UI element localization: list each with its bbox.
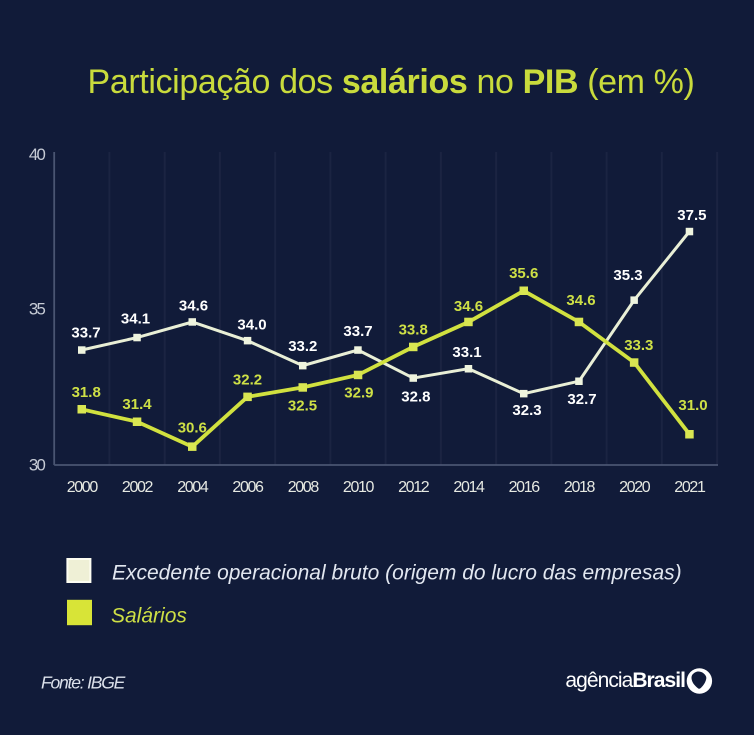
- svg-text:2012: 2012: [398, 479, 430, 496]
- svg-text:2006: 2006: [232, 479, 264, 496]
- svg-text:2010: 2010: [343, 479, 375, 496]
- svg-text:37.5: 37.5: [677, 207, 706, 224]
- svg-text:32.8: 32.8: [401, 388, 430, 405]
- svg-text:31.0: 31.0: [678, 397, 707, 414]
- svg-text:2014: 2014: [453, 479, 485, 496]
- svg-text:34.0: 34.0: [237, 316, 266, 333]
- svg-text:33.7: 33.7: [343, 323, 372, 340]
- svg-text:33.8: 33.8: [399, 321, 428, 338]
- svg-text:2004: 2004: [177, 479, 209, 496]
- svg-text:30.6: 30.6: [178, 420, 207, 437]
- svg-text:32.5: 32.5: [288, 398, 317, 415]
- svg-text:2020: 2020: [619, 479, 651, 496]
- svg-text:2008: 2008: [288, 479, 320, 496]
- svg-text:32.3: 32.3: [512, 402, 541, 419]
- svg-text:35: 35: [29, 299, 46, 318]
- svg-text:31.8: 31.8: [72, 384, 101, 401]
- svg-text:31.4: 31.4: [122, 396, 152, 413]
- svg-text:2018: 2018: [564, 479, 596, 496]
- svg-text:35.3: 35.3: [613, 267, 642, 284]
- svg-text:33.7: 33.7: [71, 325, 100, 342]
- svg-text:2016: 2016: [509, 479, 541, 496]
- svg-text:Excedente operacional bruto (o: Excedente operacional bruto (origem do l…: [112, 562, 682, 585]
- svg-text:35.6: 35.6: [509, 265, 538, 282]
- svg-text:Participação dos salários no P: Participação dos salários no PIB (em %): [88, 63, 695, 101]
- svg-text:34.1: 34.1: [121, 310, 150, 327]
- svg-text:Salários: Salários: [111, 605, 187, 628]
- svg-text:40: 40: [29, 145, 46, 164]
- svg-text:32.7: 32.7: [567, 391, 596, 408]
- svg-text:33.2: 33.2: [288, 338, 317, 355]
- svg-text:2000: 2000: [67, 479, 99, 496]
- svg-text:34.6: 34.6: [454, 298, 483, 315]
- svg-text:32.2: 32.2: [233, 371, 262, 388]
- svg-text:32.9: 32.9: [344, 384, 373, 401]
- svg-text:30: 30: [29, 456, 46, 475]
- svg-text:33.3: 33.3: [624, 337, 653, 354]
- svg-text:2021: 2021: [674, 479, 706, 496]
- svg-text:agênciaBrasil: agênciaBrasil: [565, 669, 685, 692]
- svg-text:2002: 2002: [122, 479, 154, 496]
- svg-text:34.6: 34.6: [566, 292, 595, 309]
- svg-text:34.6: 34.6: [179, 297, 208, 314]
- svg-text:33.1: 33.1: [452, 344, 481, 361]
- svg-text:Fonte: IBGE: Fonte: IBGE: [41, 673, 126, 693]
